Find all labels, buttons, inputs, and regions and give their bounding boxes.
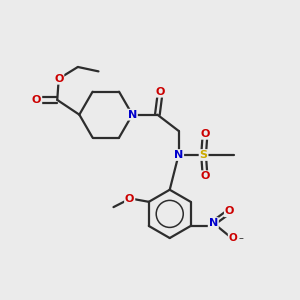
- Text: O: O: [200, 129, 210, 139]
- Text: O: O: [32, 95, 41, 105]
- Text: O: O: [156, 87, 165, 97]
- Text: O: O: [125, 194, 134, 204]
- Text: O: O: [200, 171, 210, 181]
- Text: N: N: [174, 150, 183, 160]
- Text: N: N: [128, 110, 137, 120]
- Text: O: O: [229, 233, 237, 243]
- Text: N: N: [209, 218, 218, 228]
- Text: S: S: [200, 150, 208, 160]
- Text: O: O: [225, 206, 234, 216]
- Text: –: –: [238, 233, 243, 243]
- Text: O: O: [54, 74, 63, 84]
